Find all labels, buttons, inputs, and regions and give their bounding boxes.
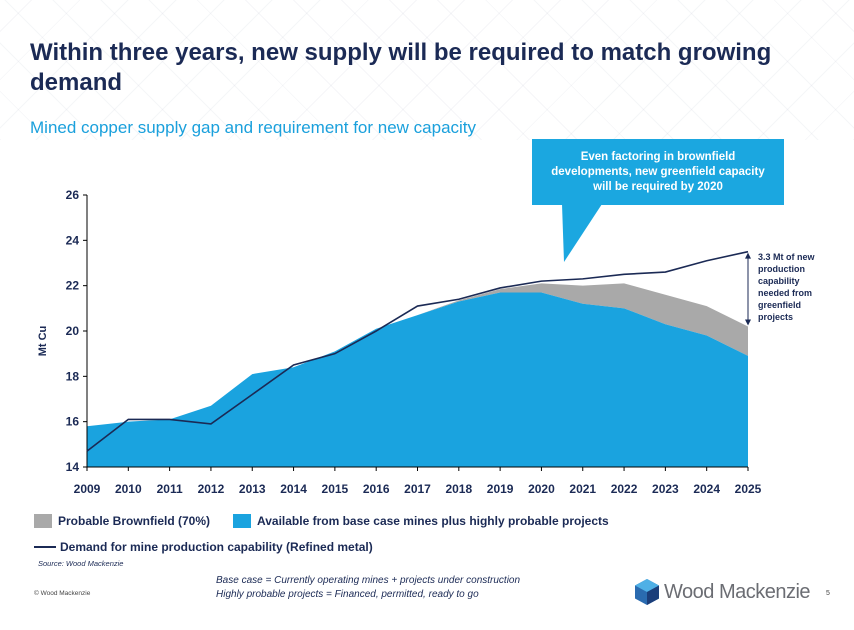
legend-swatch-brownfield — [34, 514, 52, 528]
x-tick-label: 2019 — [487, 482, 514, 496]
y-tick-label: 14 — [66, 460, 80, 474]
legend-item-demand: Demand for mine production capability (R… — [34, 540, 373, 554]
x-tick-label: 2020 — [528, 482, 555, 496]
legend-label-brownfield: Probable Brownfield (70%) — [58, 514, 211, 528]
demand-line — [86, 250, 749, 452]
footnote-probable-projects: Highly probable projects = Financed, per… — [216, 589, 479, 600]
logo-text: Wood Mackenzie — [664, 580, 811, 603]
y-tick-label: 24 — [66, 233, 80, 247]
gap-annotation-line: production — [758, 264, 805, 274]
y-tick-label: 18 — [66, 369, 80, 383]
legend-swatch-demand — [34, 546, 56, 548]
y-tick-label: 26 — [66, 188, 80, 202]
x-tick-label: 2011 — [157, 482, 183, 496]
y-tick-label: 22 — [66, 279, 80, 293]
legend-item-brownfield: Probable Brownfield (70%) — [34, 514, 210, 528]
x-tick-label: 2015 — [322, 482, 349, 496]
gap-arrow-head-top — [745, 252, 751, 259]
y-axis-label: Mt Cu — [37, 326, 49, 357]
legend-swatch-base — [233, 514, 251, 528]
base-case-area — [87, 292, 748, 467]
gap-annotation: 3.3 Mt of new production capability needed … — [745, 252, 816, 326]
x-tick-label: 2022 — [611, 482, 638, 496]
legend-label-demand: Demand for mine production capability (R… — [60, 540, 373, 554]
callout-box: Even factoring in brownfield development… — [532, 139, 784, 205]
wood-mackenzie-logo: Wood Mackenzie — [634, 578, 811, 606]
x-tick-label: 2024 — [693, 482, 720, 496]
header-background-pattern — [0, 0, 854, 140]
chart-demand-line-layer — [86, 250, 749, 452]
copyright-note: © Wood Mackenzie — [34, 590, 91, 597]
x-tick-label: 2009 — [74, 482, 101, 496]
x-tick-label: 2025 — [735, 482, 762, 496]
x-tick-label: 2017 — [404, 482, 431, 496]
gap-arrow-head-bottom — [745, 319, 751, 326]
x-tick-label: 2018 — [445, 482, 472, 496]
gap-annotation-line: 3.3 Mt of new — [758, 252, 816, 262]
x-tick-label: 2013 — [239, 482, 266, 496]
chart-areas — [87, 283, 748, 467]
footnotes: Base case = Currently operating mines + … — [216, 574, 520, 602]
legend-item-base: Available from base case mines plus high… — [233, 514, 609, 528]
gap-annotation-line: capability — [758, 276, 800, 286]
x-tick-label: 2021 — [569, 482, 596, 496]
page-number: 5 — [826, 590, 830, 597]
x-tick-label: 2010 — [115, 482, 142, 496]
slide-subtitle: Mined copper supply gap and requirement … — [30, 118, 477, 137]
gap-annotation-line: needed from — [758, 288, 812, 298]
gap-annotation-line: greenfield — [758, 300, 801, 310]
callout-text: Even factoring in brownfield development… — [551, 150, 765, 193]
y-tick-label: 16 — [66, 415, 80, 429]
x-tick-label: 2012 — [198, 482, 225, 496]
callout-tail — [562, 204, 602, 262]
source-note: Source: Wood Mackenzie — [38, 559, 124, 568]
y-tick-label: 20 — [66, 324, 80, 338]
logo-hexagon-icon — [635, 579, 659, 605]
slide-title: Within three years, new supply will be r… — [30, 39, 772, 96]
gap-annotation-line: projects — [758, 312, 793, 322]
x-tick-label: 2016 — [363, 482, 390, 496]
footnote-base-case: Base case = Currently operating mines + … — [216, 575, 521, 586]
x-tick-label: 2023 — [652, 482, 679, 496]
legend-label-base: Available from base case mines plus high… — [257, 514, 609, 528]
x-tick-label: 2014 — [280, 482, 307, 496]
